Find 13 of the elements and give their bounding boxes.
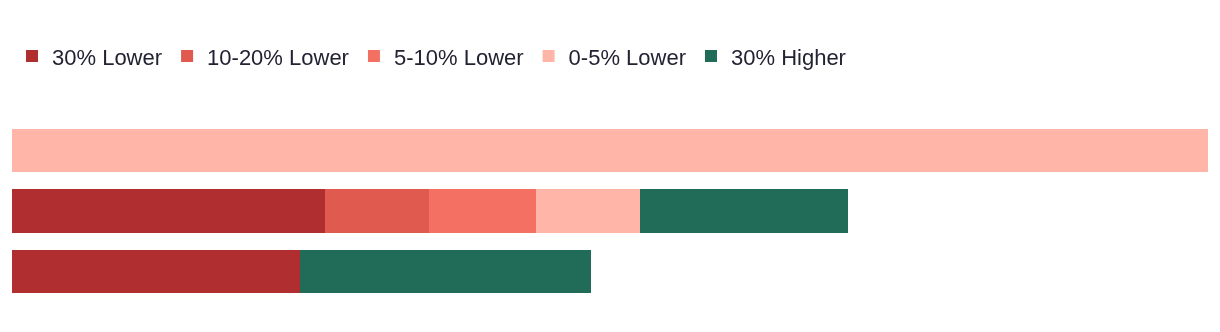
bar bbox=[639, 189, 848, 233]
bar bbox=[535, 189, 640, 233]
bar bbox=[300, 250, 591, 294]
legend-label: 30% Lower bbox=[52, 44, 163, 70]
bar bbox=[325, 189, 430, 233]
bar bbox=[12, 189, 326, 233]
legend-label: 5-10% Lower bbox=[393, 44, 524, 70]
bar bbox=[12, 250, 301, 294]
legend-label: 10-20% Lower bbox=[207, 44, 349, 70]
legend-label: 0-5% Lower bbox=[568, 44, 686, 70]
legend-label: 30% Higher bbox=[730, 44, 846, 70]
bar bbox=[12, 128, 1208, 172]
bar bbox=[429, 189, 536, 233]
